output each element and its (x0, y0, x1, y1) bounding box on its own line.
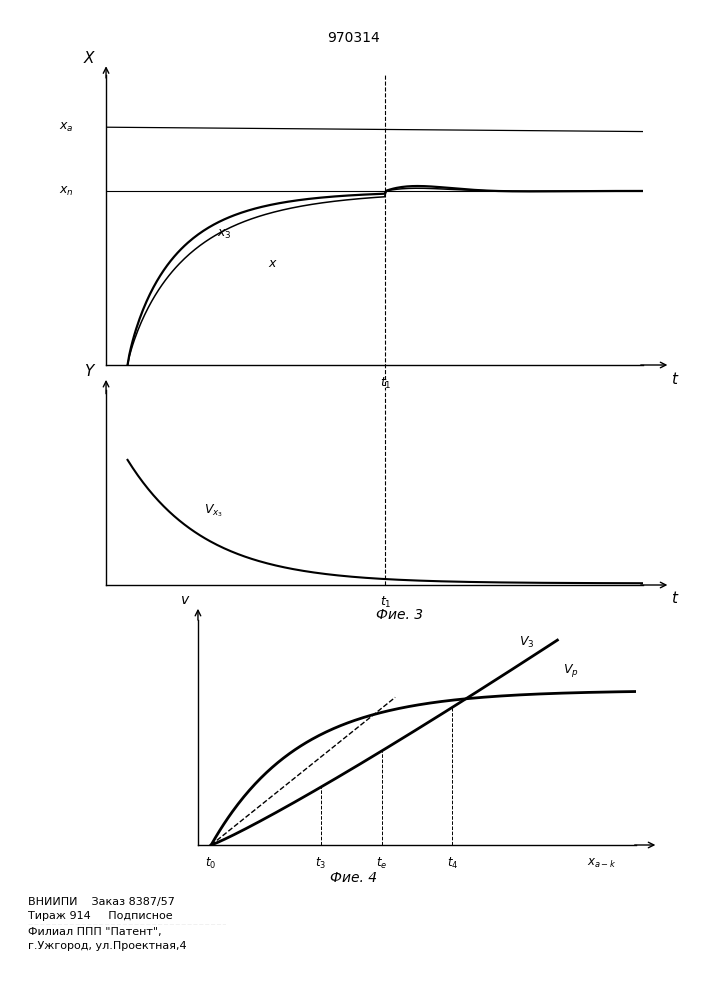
Text: $t_4$: $t_4$ (447, 856, 458, 871)
Text: Тираж 914     Подписное: Тираж 914 Подписное (28, 911, 173, 921)
Text: $x_{a-k}$: $x_{a-k}$ (587, 857, 616, 870)
Text: $V_3$: $V_3$ (519, 635, 534, 650)
Text: $V_{x_3}$: $V_{x_3}$ (204, 502, 223, 519)
Text: $x_n$: $x_n$ (59, 184, 74, 198)
Text: Фие. 4: Фие. 4 (330, 871, 377, 885)
Text: $t_1$: $t_1$ (380, 376, 391, 391)
Text: 970314: 970314 (327, 31, 380, 45)
Text: $t_1$: $t_1$ (380, 595, 391, 610)
Text: $x$: $x$ (268, 257, 278, 270)
Text: $t$: $t$ (672, 371, 680, 387)
Text: $X$: $X$ (83, 50, 97, 66)
Text: г.Ужгород, ул.Проектная,4: г.Ужгород, ул.Проектная,4 (28, 941, 187, 951)
Text: $t_е$: $t_е$ (376, 856, 387, 871)
Text: Филиал ППП "Патент",: Филиал ППП "Патент", (28, 927, 162, 937)
Text: $t_3$: $t_3$ (315, 856, 326, 871)
Text: $t_0$: $t_0$ (206, 856, 217, 871)
Text: $v$: $v$ (180, 593, 190, 607)
Text: ВНИИПИ    Заказ 8387/57: ВНИИПИ Заказ 8387/57 (28, 897, 175, 907)
Text: $V_p$: $V_p$ (563, 662, 578, 679)
Text: Фие. 3: Фие. 3 (376, 608, 423, 622)
Text: $t$: $t$ (672, 590, 680, 606)
Text: $Y$: $Y$ (83, 362, 96, 378)
Text: $x_a$: $x_a$ (59, 121, 74, 134)
Text: $x_3$: $x_3$ (217, 228, 232, 241)
